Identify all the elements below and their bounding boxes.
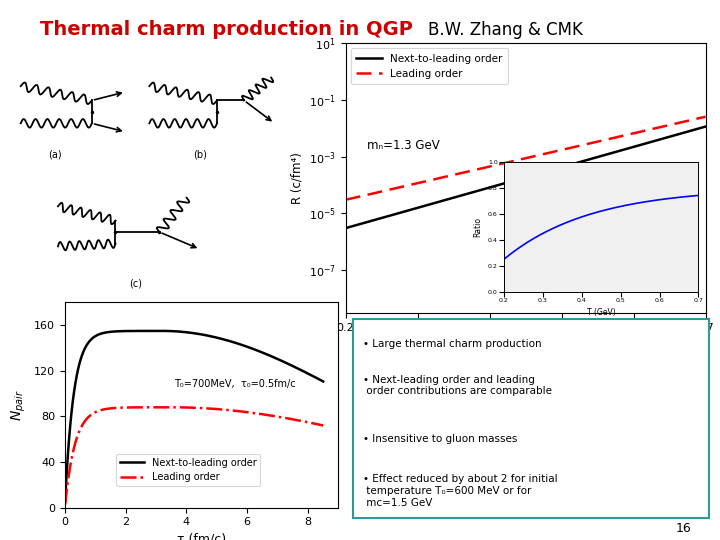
Next-to-leading order bbox=[233, 340, 242, 347]
X-axis label: T (GeV): T (GeV) bbox=[502, 339, 549, 352]
Leading order bbox=[233, 408, 242, 414]
Leading order bbox=[512, 157, 521, 164]
X-axis label: τ (fm/c): τ (fm/c) bbox=[177, 533, 226, 540]
Leading order bbox=[693, 116, 701, 122]
Next-to-leading order bbox=[158, 328, 166, 334]
Leading order bbox=[167, 404, 176, 410]
Next-to-leading order bbox=[319, 378, 328, 384]
Text: T₀=700MeV,  τ₀=0.5fm/c: T₀=700MeV, τ₀=0.5fm/c bbox=[174, 380, 296, 389]
Text: • Next-leading order and leading
 order contributions are comparable: • Next-leading order and leading order c… bbox=[364, 375, 552, 396]
Next-to-leading order bbox=[556, 165, 564, 171]
Line: Next-to-leading order: Next-to-leading order bbox=[346, 126, 706, 228]
Next-to-leading order bbox=[636, 141, 645, 148]
Next-to-leading order bbox=[693, 126, 701, 132]
Next-to-leading order bbox=[107, 328, 115, 335]
Text: (b): (b) bbox=[193, 150, 207, 160]
Text: (c): (c) bbox=[130, 279, 143, 288]
Text: mₙ=1.3 GeV: mₙ=1.3 GeV bbox=[367, 139, 440, 152]
Next-to-leading order bbox=[514, 176, 523, 183]
Leading order bbox=[127, 404, 136, 410]
Leading order bbox=[536, 152, 545, 158]
Y-axis label: R (c/fm⁴): R (c/fm⁴) bbox=[290, 152, 303, 204]
Next-to-leading order bbox=[701, 123, 710, 130]
Leading order bbox=[178, 404, 186, 410]
Leading order bbox=[556, 147, 564, 153]
Text: • Insensitive to gluon masses: • Insensitive to gluon masses bbox=[364, 435, 518, 444]
Leading order bbox=[636, 129, 645, 135]
Leading order bbox=[319, 422, 328, 429]
Leading order bbox=[514, 157, 523, 163]
Leading order bbox=[256, 410, 264, 417]
Text: Thermal charm production in QGP: Thermal charm production in QGP bbox=[40, 20, 413, 39]
Leading order bbox=[107, 405, 115, 411]
Text: (a): (a) bbox=[48, 150, 61, 160]
Next-to-leading order bbox=[127, 328, 136, 334]
Legend: Next-to-leading order, Leading order: Next-to-leading order, Leading order bbox=[116, 454, 260, 487]
Text: B.W. Zhang & CMK: B.W. Zhang & CMK bbox=[428, 21, 583, 39]
Next-to-leading order bbox=[256, 348, 264, 355]
Leading order bbox=[60, 502, 69, 508]
Leading order bbox=[213, 406, 222, 413]
Text: 16: 16 bbox=[675, 522, 691, 535]
Next-to-leading order bbox=[512, 177, 521, 183]
Next-to-leading order bbox=[213, 335, 222, 341]
Line: Leading order: Leading order bbox=[65, 407, 323, 505]
Legend: Next-to-leading order, Leading order: Next-to-leading order, Leading order bbox=[351, 49, 508, 84]
Line: Next-to-leading order: Next-to-leading order bbox=[65, 331, 323, 502]
Next-to-leading order bbox=[341, 225, 350, 231]
Next-to-leading order bbox=[536, 170, 545, 177]
Leading order bbox=[341, 197, 350, 203]
Line: Leading order: Leading order bbox=[346, 117, 706, 200]
Y-axis label: $N_{pair}$: $N_{pair}$ bbox=[10, 389, 28, 421]
Text: • Large thermal charm production: • Large thermal charm production bbox=[364, 339, 542, 349]
Leading order bbox=[701, 113, 710, 120]
Next-to-leading order bbox=[178, 329, 186, 335]
Next-to-leading order bbox=[60, 498, 69, 505]
Text: • Effect reduced by about 2 for initial
 temperature T₀=600 MeV or for
 mᴄ=1.5 G: • Effect reduced by about 2 for initial … bbox=[364, 475, 558, 508]
